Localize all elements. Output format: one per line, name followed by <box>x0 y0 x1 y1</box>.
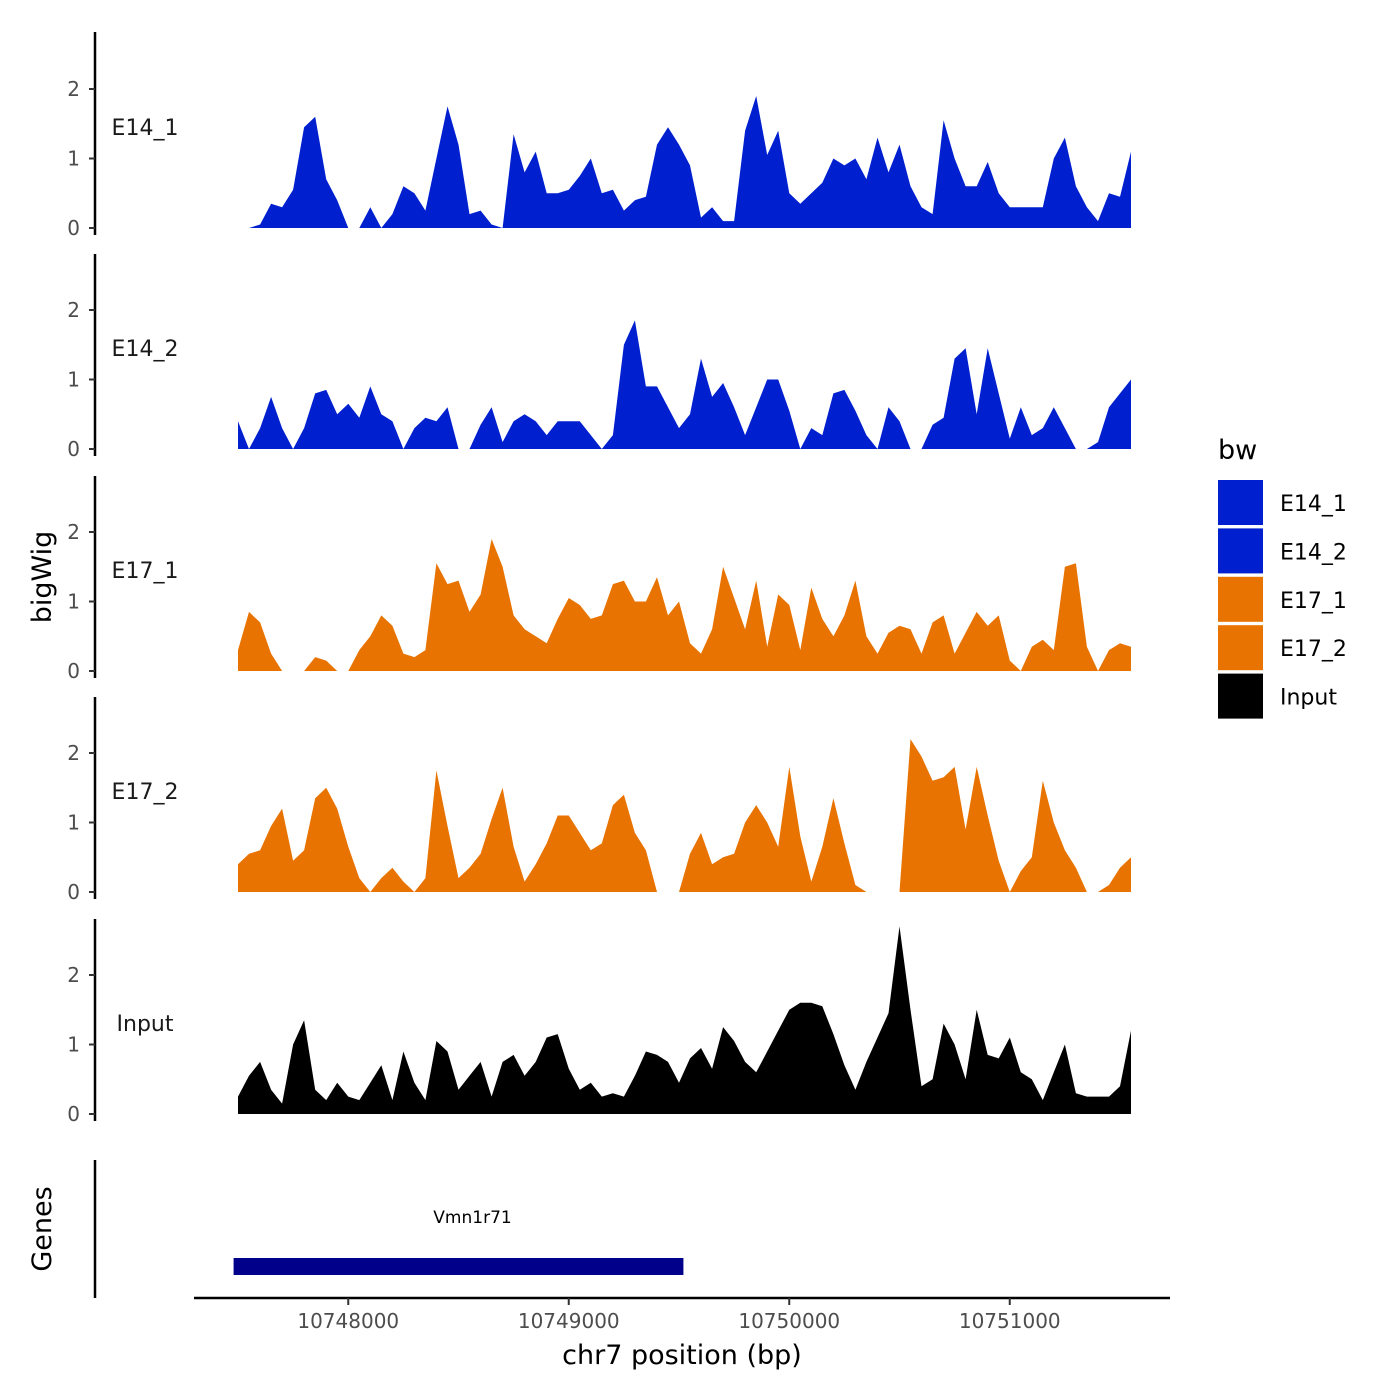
y-tick-label: 1 <box>67 1033 80 1057</box>
genes-panel: Vmn1r71 <box>93 1160 684 1298</box>
y-tick-label: 0 <box>67 437 80 461</box>
y-tick-label: 1 <box>67 368 80 392</box>
legend-swatch-e14-2 <box>1218 528 1263 574</box>
y-tick-label: 2 <box>67 520 80 544</box>
track-label: E14_2 <box>112 337 179 362</box>
y-tick-label: 2 <box>67 963 80 987</box>
track-label: E14_1 <box>112 116 179 141</box>
y-tick-label: 0 <box>67 659 80 683</box>
legend-label: E14_2 <box>1280 540 1347 565</box>
x-axis-title: chr7 position (bp) <box>562 1340 802 1371</box>
y-tick-label: 1 <box>67 811 80 835</box>
x-axis: 10748000 10749000 10750000 10751000 chr7 po… <box>194 1296 1170 1371</box>
legend-label: E17_1 <box>1280 589 1347 614</box>
x-tick-label: 10748000 <box>297 1309 399 1333</box>
y-axis-title: bigWig <box>27 531 58 624</box>
legend-label: E17_2 <box>1280 637 1347 662</box>
legend-swatch-e17-1 <box>1218 576 1263 622</box>
track-e17-2: 0 1 2 E17_2 <box>67 697 1131 904</box>
legend-label: E14_1 <box>1280 492 1347 517</box>
genes-axis-title: Genes <box>27 1186 58 1271</box>
y-tick-label: 2 <box>67 741 80 765</box>
legend-swatch-e14-1 <box>1218 480 1263 525</box>
track-e17-1: 0 1 2 E17_1 <box>67 476 1131 683</box>
track-e14-2: 0 1 2 E14_2 <box>67 254 1131 461</box>
track-label: E17_2 <box>112 780 179 805</box>
signal-area-e17-1 <box>238 539 1131 671</box>
signal-area-input <box>238 926 1131 1114</box>
y-tick-label: 0 <box>67 880 80 904</box>
x-tick-label: 10749000 <box>518 1309 620 1333</box>
legend: bw E14_1 E14_2 E17_1 E17_2 Input <box>1218 435 1347 719</box>
legend-title: bw <box>1218 435 1257 466</box>
track-input: 0 1 2 Input <box>67 919 1131 1126</box>
track-label: Input <box>117 1012 174 1037</box>
y-tick-label: 0 <box>67 1102 80 1126</box>
track-e14-1: 0 1 2 E14_1 <box>67 32 1131 240</box>
signal-tracks: 0 1 2 E14_1 0 1 2 E14_2 0 1 2 E17_1 0 1 2 E17_2 0 1 2 Input <box>67 32 1131 1126</box>
y-tick-label: 2 <box>67 298 80 322</box>
legend-swatch-e17-2 <box>1218 625 1263 671</box>
signal-area-e14-1 <box>238 96 1131 228</box>
signal-area-e17-2 <box>238 739 1131 892</box>
signal-area-e14-2 <box>238 320 1131 449</box>
y-tick-label: 0 <box>67 216 80 240</box>
track-label: E17_1 <box>112 559 179 584</box>
y-tick-label: 1 <box>67 147 80 171</box>
x-tick-label: 10751000 <box>959 1309 1061 1333</box>
x-tick-label: 10750000 <box>738 1309 840 1333</box>
y-tick-label: 2 <box>67 77 80 101</box>
legend-swatch-input <box>1218 673 1263 719</box>
y-tick-label: 1 <box>67 590 80 614</box>
gene-feature-vmn1r71 <box>233 1258 684 1275</box>
gene-label: Vmn1r71 <box>433 1208 511 1228</box>
legend-label: Input <box>1280 686 1337 711</box>
